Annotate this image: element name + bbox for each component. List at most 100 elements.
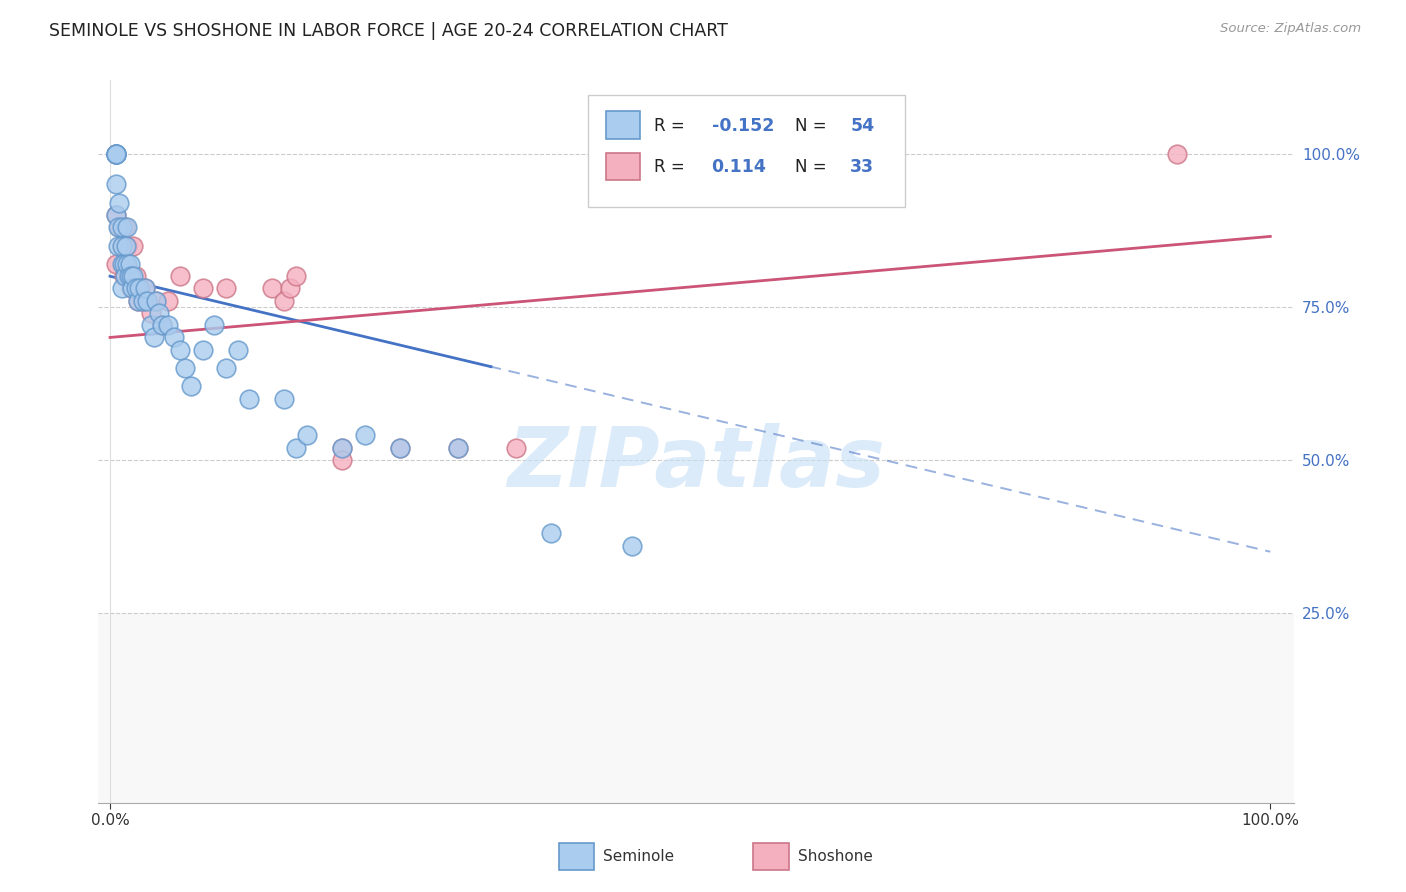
Point (169, 343, 191, 357)
Text: 54: 54 (851, 117, 875, 135)
Text: R =: R = (654, 117, 690, 135)
Point (117, 220, 139, 235)
Point (122, 269, 145, 284)
Point (136, 293, 159, 308)
Point (134, 281, 156, 295)
Point (120, 269, 142, 284)
Point (150, 318, 173, 333)
Text: R =: R = (654, 158, 690, 176)
Point (115, 257, 138, 271)
Text: SEMINOLE VS SHOSHONE IN LABOR FORCE | AGE 20-24 CORRELATION CHART: SEMINOLE VS SHOSHONE IN LABOR FORCE | AG… (49, 22, 728, 40)
Point (330, 441, 353, 455)
Point (540, 526, 562, 541)
Point (169, 269, 191, 284)
Point (104, 146, 127, 161)
Point (273, 293, 295, 308)
Point (389, 441, 412, 455)
Point (145, 293, 167, 308)
Point (111, 257, 134, 271)
Point (129, 281, 152, 295)
Point (139, 306, 162, 320)
Text: Source: ZipAtlas.com: Source: ZipAtlas.com (1220, 22, 1361, 36)
Point (145, 293, 167, 308)
Point (204, 318, 226, 333)
Text: 0.114: 0.114 (711, 158, 766, 176)
Point (121, 281, 143, 295)
FancyBboxPatch shape (606, 153, 640, 180)
Point (128, 281, 150, 295)
Point (111, 220, 134, 235)
Point (104, 208, 127, 222)
Point (226, 343, 249, 357)
Point (262, 281, 284, 295)
Point (112, 257, 135, 271)
Point (238, 392, 260, 406)
Text: N =: N = (796, 117, 832, 135)
Point (104, 146, 127, 161)
Text: Seminole: Seminole (603, 849, 673, 864)
Point (157, 293, 180, 308)
Point (143, 330, 166, 344)
Point (139, 318, 162, 333)
Point (114, 220, 136, 235)
Point (131, 293, 153, 308)
Bar (98, 613, 1294, 827)
Point (284, 269, 307, 284)
Point (354, 428, 377, 442)
Point (621, 539, 644, 553)
Point (104, 257, 127, 271)
Point (114, 269, 136, 284)
Point (174, 361, 197, 376)
Point (111, 238, 134, 252)
Point (115, 238, 138, 252)
Point (278, 281, 301, 295)
Text: 33: 33 (851, 158, 875, 176)
Point (284, 441, 307, 455)
Point (180, 379, 202, 393)
Point (104, 146, 127, 161)
Point (505, 441, 527, 455)
Point (163, 330, 186, 344)
Point (117, 257, 139, 271)
Point (131, 293, 153, 308)
Text: N =: N = (796, 158, 832, 176)
Point (330, 441, 353, 455)
FancyBboxPatch shape (606, 112, 640, 139)
Point (111, 281, 134, 295)
Point (191, 281, 214, 295)
Point (191, 343, 214, 357)
FancyBboxPatch shape (558, 843, 595, 870)
Point (1166, 146, 1188, 161)
Point (127, 293, 149, 308)
Point (111, 238, 134, 252)
Point (389, 441, 412, 455)
Point (215, 361, 238, 376)
Point (104, 178, 127, 192)
Point (104, 146, 127, 161)
Point (134, 281, 156, 295)
Point (107, 238, 129, 252)
Point (118, 269, 141, 284)
Point (297, 428, 319, 442)
Point (104, 146, 127, 161)
Point (124, 269, 146, 284)
Point (447, 441, 470, 455)
Point (122, 238, 145, 252)
Text: Shoshone: Shoshone (797, 849, 873, 864)
Point (150, 318, 173, 333)
Point (215, 281, 238, 295)
Point (118, 257, 141, 271)
Point (112, 269, 135, 284)
Point (108, 195, 131, 210)
Point (148, 306, 170, 320)
Point (107, 220, 129, 235)
FancyBboxPatch shape (589, 95, 905, 207)
Point (124, 281, 146, 295)
Point (447, 441, 470, 455)
Text: -0.152: -0.152 (711, 117, 773, 135)
Point (117, 269, 139, 284)
Point (108, 220, 131, 235)
Point (104, 208, 127, 222)
Text: ZIPatlas: ZIPatlas (508, 423, 884, 504)
Point (330, 453, 353, 467)
